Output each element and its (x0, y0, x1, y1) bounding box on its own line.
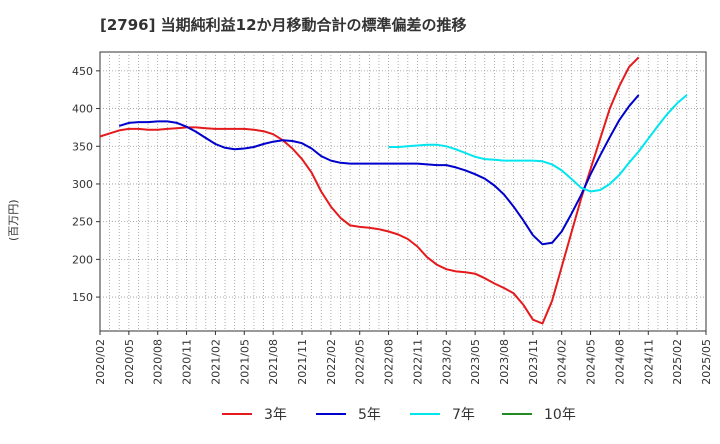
x-tick-label: 2024/02 (556, 339, 569, 385)
y-tick-label: 150 (72, 291, 93, 304)
x-tick-label: 2022/08 (383, 339, 396, 385)
y-tick-label: 400 (72, 103, 93, 116)
x-tick-label: 2023/08 (498, 339, 511, 385)
x-tick-label: 2024/05 (585, 339, 598, 385)
x-tick-label: 2020/11 (181, 339, 194, 385)
x-tick-label: 2022/11 (411, 339, 424, 385)
x-tick-label: 2021/02 (209, 339, 222, 385)
legend-label-4: 10年 (544, 407, 576, 423)
x-tick-label: 2021/11 (296, 339, 309, 385)
x-tick-label: 2023/11 (527, 339, 540, 385)
legend-label-1: 3年 (264, 407, 287, 423)
series-line-3 (388, 94, 688, 193)
legend-label-3: 7年 (452, 407, 475, 423)
x-tick-label: 2024/11 (642, 339, 655, 385)
series-line-2 (118, 94, 640, 246)
y-tick-label: 450 (72, 65, 93, 78)
x-tick-label: 2020/02 (94, 339, 107, 385)
x-tick-label: 2022/05 (354, 339, 367, 385)
x-tick-label: 2024/08 (613, 339, 626, 385)
y-tick-label: 250 (72, 216, 93, 229)
y-tick-label: 300 (72, 178, 93, 191)
x-tick-label: 2023/02 (440, 339, 453, 385)
chart-title: [2796] 当期純利益12か月移動合計の標準偏差の推移 (100, 16, 467, 34)
x-tick-label: 2021/05 (238, 339, 251, 385)
x-tick-label: 2020/05 (123, 339, 136, 385)
plot-area (99, 51, 707, 332)
x-tick-label: 2021/08 (267, 339, 280, 385)
y-tick-label: 200 (72, 253, 93, 266)
legend-label-2: 5年 (358, 407, 381, 423)
y-axis-label: (百万円) (7, 199, 20, 241)
x-tick-label: 2025/05 (700, 339, 713, 385)
y-tick-label: 350 (72, 140, 93, 153)
x-tick-label: 2025/02 (671, 339, 684, 385)
x-tick-label: 2020/08 (152, 339, 165, 385)
x-tick-label: 2022/02 (325, 339, 338, 385)
x-tick-label: 2023/05 (469, 339, 482, 385)
